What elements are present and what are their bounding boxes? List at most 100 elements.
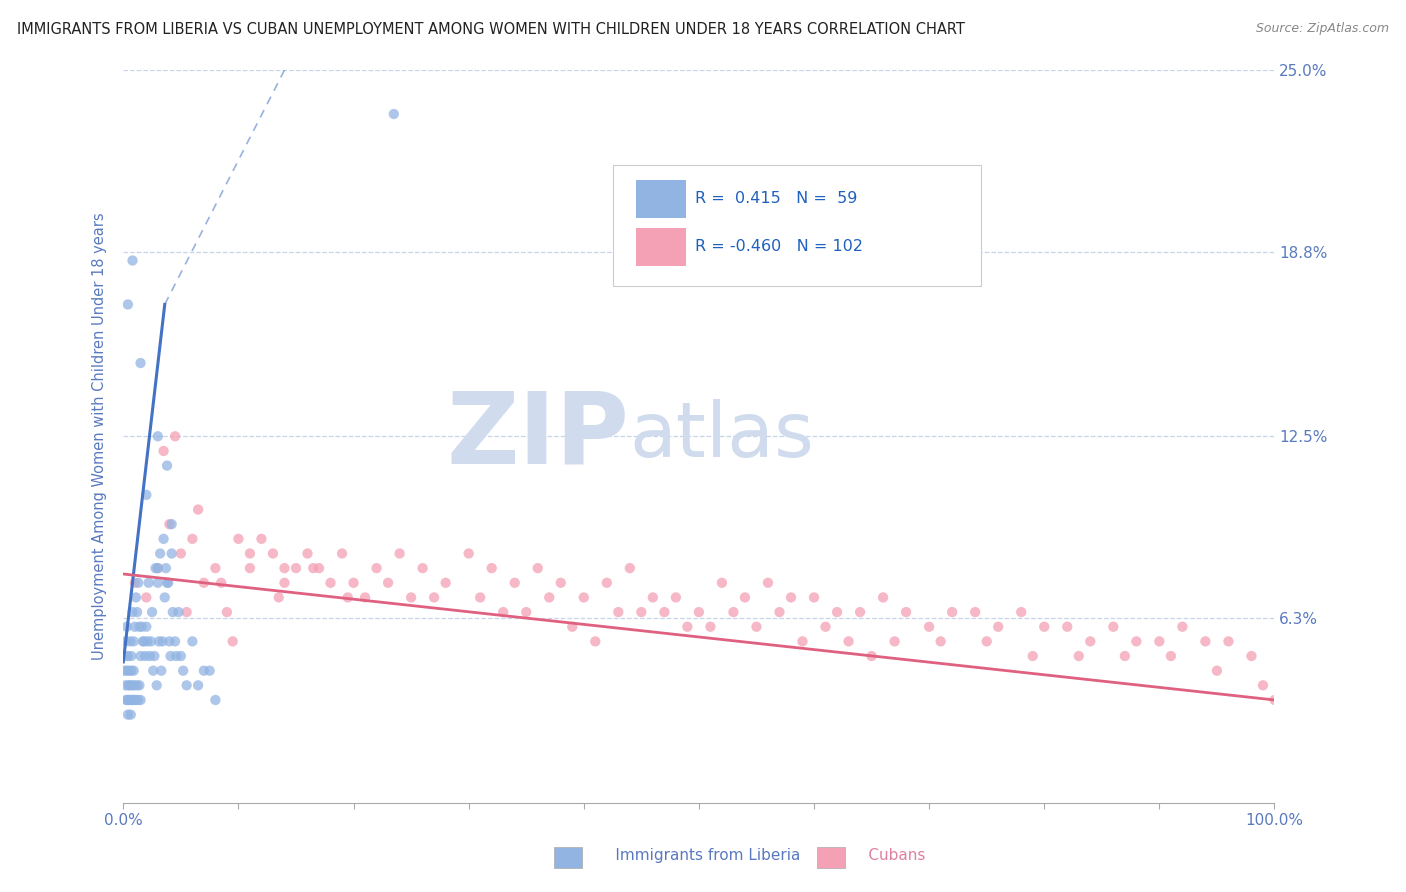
Point (124, 620, 146, 634)
Point (204, 693, 226, 707)
Point (165, 634, 187, 648)
Text: atlas: atlas (630, 400, 814, 474)
Point (302, 561, 325, 575)
Point (515, 605, 537, 619)
Point (803, 591, 825, 605)
Point (122, 634, 145, 648)
Point (120, 693, 142, 707)
Point (641, 591, 664, 605)
Point (165, 648, 187, 663)
Point (688, 605, 710, 619)
Point (117, 297, 139, 311)
Point (128, 620, 150, 634)
Point (176, 605, 198, 619)
Point (699, 620, 721, 634)
Point (526, 561, 548, 575)
Point (146, 429, 169, 443)
Point (155, 561, 177, 575)
Point (1078, 634, 1101, 648)
Point (330, 546, 353, 560)
Point (187, 678, 209, 692)
Point (734, 591, 756, 605)
Point (146, 575, 169, 590)
Point (1240, 648, 1263, 663)
Point (860, 648, 883, 663)
Point (792, 634, 814, 648)
Point (150, 664, 173, 678)
Point (138, 575, 160, 590)
Point (273, 575, 295, 590)
Point (157, 575, 180, 590)
Point (125, 591, 148, 605)
Point (156, 458, 179, 473)
Point (148, 634, 170, 648)
Point (135, 620, 157, 634)
Text: Cubans: Cubans (844, 848, 925, 863)
Point (157, 517, 180, 532)
Point (423, 591, 446, 605)
Point (987, 620, 1010, 634)
Point (145, 561, 167, 575)
Point (250, 532, 273, 546)
Point (159, 648, 181, 663)
Point (412, 561, 434, 575)
Point (115, 620, 138, 634)
Point (122, 693, 145, 707)
Point (481, 561, 503, 575)
Point (538, 591, 561, 605)
Text: IMMIGRANTS FROM LIBERIA VS CUBAN UNEMPLOYMENT AMONG WOMEN WITH CHILDREN UNDER 18: IMMIGRANTS FROM LIBERIA VS CUBAN UNEMPLO… (17, 22, 965, 37)
Text: Source: ZipAtlas.com: Source: ZipAtlas.com (1256, 22, 1389, 36)
Point (561, 620, 583, 634)
Point (228, 532, 250, 546)
Point (122, 664, 145, 678)
Point (619, 561, 641, 575)
Point (121, 678, 143, 692)
Point (114, 634, 136, 648)
Point (129, 356, 152, 370)
Point (215, 605, 238, 619)
Point (145, 678, 167, 692)
Point (929, 634, 952, 648)
Point (872, 591, 894, 605)
Point (132, 634, 155, 648)
Point (120, 707, 142, 722)
Point (1010, 605, 1032, 619)
Point (1160, 648, 1182, 663)
Point (152, 634, 174, 648)
Point (550, 575, 572, 590)
Point (117, 648, 139, 663)
Point (181, 634, 204, 648)
Point (918, 620, 941, 634)
Point (127, 678, 149, 692)
Point (1194, 634, 1216, 648)
Point (1206, 664, 1229, 678)
Point (756, 575, 779, 590)
Point (209, 575, 232, 590)
Point (172, 664, 194, 678)
Point (114, 664, 136, 678)
Y-axis label: Unemployment Among Women with Children Under 18 years: Unemployment Among Women with Children U… (93, 212, 107, 660)
Point (470, 591, 492, 605)
FancyBboxPatch shape (613, 165, 981, 286)
Point (127, 575, 149, 590)
Point (181, 532, 204, 546)
Point (152, 444, 174, 458)
Point (572, 591, 595, 605)
Point (883, 634, 905, 648)
FancyBboxPatch shape (636, 180, 686, 218)
Point (120, 664, 142, 678)
Point (124, 693, 146, 707)
Point (118, 664, 141, 678)
Point (838, 634, 860, 648)
Point (319, 575, 342, 590)
Point (583, 634, 606, 648)
Point (366, 561, 388, 575)
Point (941, 605, 963, 619)
Point (139, 634, 162, 648)
Point (157, 634, 180, 648)
Point (118, 678, 141, 692)
Point (187, 502, 209, 516)
Point (1149, 634, 1171, 648)
Point (965, 605, 987, 619)
Point (503, 575, 526, 590)
